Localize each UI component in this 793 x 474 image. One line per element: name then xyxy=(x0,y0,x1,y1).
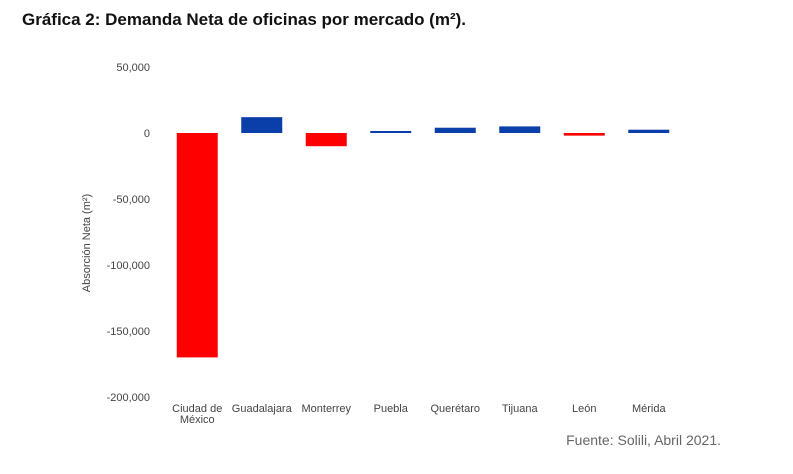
x-tick-label: Querétaro xyxy=(430,403,480,415)
bars xyxy=(176,117,670,358)
bar-querétaro xyxy=(434,127,476,133)
y-tick-label: 0 xyxy=(144,128,150,140)
x-tick-label: Puebla xyxy=(374,403,409,415)
chart-title: Gráfica 2: Demanda Neta de oficinas por … xyxy=(22,10,467,29)
x-tick-label: Ciudad de México xyxy=(172,403,222,426)
bar-ciudad-de-méxico xyxy=(176,133,218,358)
x-tick-label: León xyxy=(572,403,596,415)
y-tick-label: 50,000 xyxy=(116,62,150,74)
x-tick-label: Tijuana xyxy=(502,403,539,415)
x-axis-labels: Ciudad de México Guadalajara Monterrey Puebl… xyxy=(172,403,666,426)
y-tick-label: -100,000 xyxy=(107,260,150,272)
x-tick-label: Guadalajara xyxy=(232,403,293,415)
bar-mérida xyxy=(628,129,670,133)
y-tick-label: -200,000 xyxy=(107,392,150,404)
bar-guadalajara xyxy=(241,117,283,133)
bar-león xyxy=(563,133,605,136)
y-tick-label: -50,000 xyxy=(113,194,150,206)
x-tick-label: Monterrey xyxy=(301,403,351,415)
source-note: Fuente: Solili, Abril 2021. xyxy=(566,432,721,448)
y-axis-ticks: 50,000 0 -50,000 -100,000 -150,000 -200,000 xyxy=(107,62,150,404)
y-tick-label: -150,000 xyxy=(107,326,150,338)
bar-puebla xyxy=(370,131,412,133)
y-axis-label: Absorción Neta (m²) xyxy=(81,194,93,292)
bar-monterrey xyxy=(305,133,347,147)
bar-tijuana xyxy=(499,126,541,133)
x-tick-label: Mérida xyxy=(632,403,667,415)
